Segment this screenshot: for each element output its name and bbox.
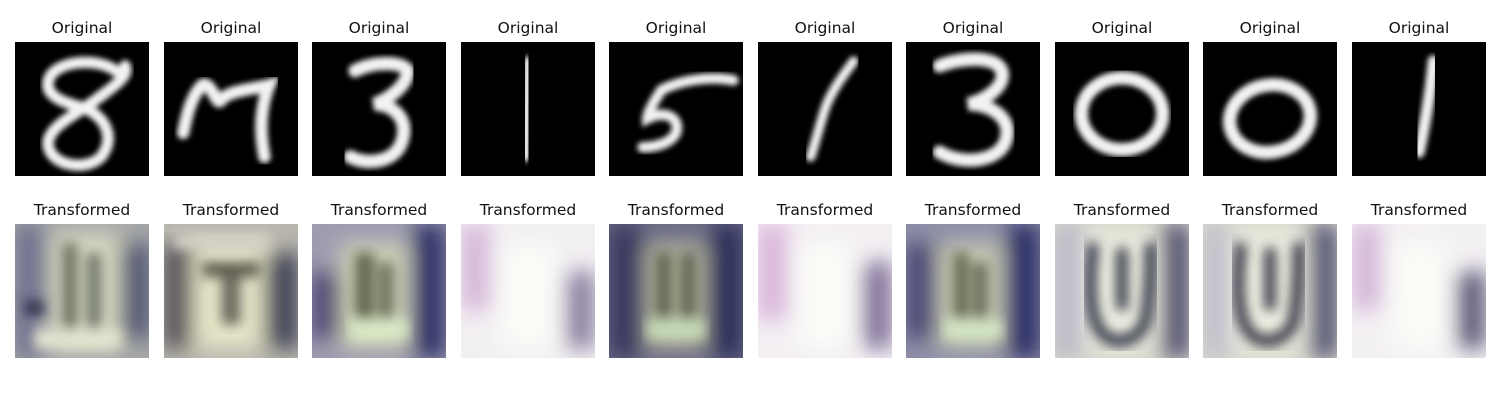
- transformed-image: [1203, 224, 1337, 358]
- transformed-cell: Transformed: [164, 200, 298, 360]
- transformed-cell: Transformed: [758, 200, 892, 360]
- original-title: Original: [942, 19, 1004, 37]
- original-cell: Original: [15, 18, 149, 178]
- original-title: Original: [645, 19, 707, 37]
- transformed-image: [461, 224, 595, 358]
- original-digit-0-image: [1055, 42, 1189, 176]
- original-cell: Original: [1055, 18, 1189, 178]
- original-title: Original: [1091, 19, 1153, 37]
- original-digit-1-image: [1352, 42, 1486, 176]
- transformed-title: Transformed: [1221, 201, 1319, 219]
- original-digit-1-image: [758, 42, 892, 176]
- transformed-image: [15, 224, 149, 358]
- transformed-cell: Transformed: [15, 200, 149, 360]
- original-digit-5-image: [609, 42, 743, 176]
- original-title: Original: [200, 19, 262, 37]
- original-digit-3-image: [312, 42, 446, 176]
- transformed-image: [758, 224, 892, 358]
- transformed-title: Transformed: [776, 201, 874, 219]
- transformed-cell: Transformed: [312, 200, 446, 360]
- original-row: Original Original Original Original: [0, 18, 1500, 178]
- original-title: Original: [348, 19, 410, 37]
- transformed-title: Transformed: [479, 201, 577, 219]
- transformed-cell: Transformed: [461, 200, 595, 360]
- transformed-title: Transformed: [1073, 201, 1171, 219]
- original-title: Original: [51, 19, 113, 37]
- transformed-cell: Transformed: [906, 200, 1040, 360]
- transformed-image: [609, 224, 743, 358]
- transformed-row: Transformed Transformed: [0, 200, 1500, 360]
- transformed-title: Transformed: [627, 201, 725, 219]
- transformed-image: [164, 224, 298, 358]
- original-cell: Original: [1352, 18, 1486, 178]
- transformed-title: Transformed: [33, 201, 131, 219]
- original-title: Original: [497, 19, 559, 37]
- transformed-cell: Transformed: [609, 200, 743, 360]
- transformed-cell: Transformed: [1055, 200, 1189, 360]
- original-title: Original: [794, 19, 856, 37]
- original-cell: Original: [312, 18, 446, 178]
- original-title: Original: [1388, 19, 1450, 37]
- original-cell: Original: [1203, 18, 1337, 178]
- transformed-title: Transformed: [182, 201, 280, 219]
- original-cell: Original: [609, 18, 743, 178]
- transformed-image: [312, 224, 446, 358]
- original-digit-8-image: [15, 42, 149, 176]
- original-digit-7-image: [164, 42, 298, 176]
- transformed-title: Transformed: [1370, 201, 1468, 219]
- transformed-image: [906, 224, 1040, 358]
- original-cell: Original: [758, 18, 892, 178]
- transformed-cell: Transformed: [1352, 200, 1486, 360]
- original-cell: Original: [906, 18, 1040, 178]
- original-cell: Original: [164, 18, 298, 178]
- transformed-cell: Transformed: [1203, 200, 1337, 360]
- transformed-title: Transformed: [330, 201, 428, 219]
- transformed-title: Transformed: [924, 201, 1022, 219]
- transformed-image: [1352, 224, 1486, 358]
- transformed-image: [1055, 224, 1189, 358]
- original-cell: Original: [461, 18, 595, 178]
- original-digit-1-image: [461, 42, 595, 176]
- original-title: Original: [1239, 19, 1301, 37]
- original-digit-3-image: [906, 42, 1040, 176]
- original-digit-0-image: [1203, 42, 1337, 176]
